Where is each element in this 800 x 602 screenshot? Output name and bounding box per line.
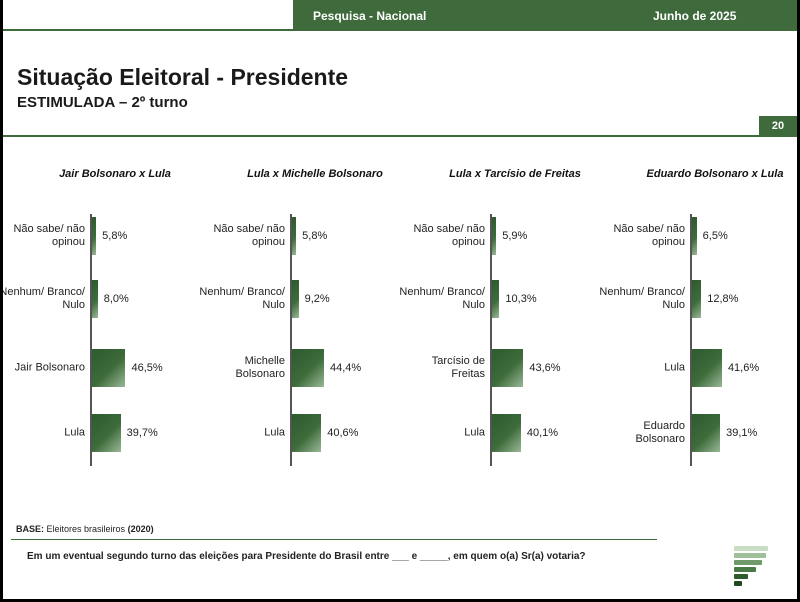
bar-value-label: 40,1%: [526, 427, 559, 439]
base-year: (2020): [127, 524, 154, 534]
bar-value-label: 5,8%: [102, 230, 128, 242]
bar: [92, 280, 98, 318]
bar-value-label: 46,5%: [131, 362, 163, 374]
chart-title: Lula x Michelle Bolsonaro: [247, 168, 383, 180]
category-label: Não sabe/ não opinou: [213, 223, 285, 248]
survey-label: Pesquisa - Nacional: [313, 9, 427, 23]
chart-axis: [490, 214, 492, 466]
bar: [292, 349, 324, 387]
bar-value-label: 10,3%: [505, 293, 537, 305]
chart-title: Jair Bolsonaro x Lula: [59, 168, 171, 180]
category-label: Jair Bolsonaro: [14, 361, 85, 374]
header-bar: Pesquisa - Nacional Junho de 2025: [293, 0, 797, 29]
base-label: BASE:: [16, 524, 45, 534]
bar-value-label: 44,4%: [329, 362, 362, 374]
category-label: Lula: [64, 426, 85, 439]
chart-axis: [690, 214, 692, 466]
footer-divider: [11, 539, 657, 540]
survey-date: Junho de 2025: [653, 9, 737, 23]
bar-value-label: 8,0%: [103, 293, 129, 305]
bar: [692, 349, 722, 387]
category-label: Não sabe/ não opinou: [13, 223, 85, 248]
chart-panel: Jair Bolsonaro x Lula Não sabe/ não opino…: [3, 160, 215, 480]
bar-value-label: 12,8%: [707, 293, 739, 305]
chart-panel: Lula x Tarcísio de Freitas Não sabe/ não …: [399, 160, 615, 480]
bar-value-label: 40,6%: [327, 427, 359, 439]
chart-title: Lula x Tarcísio de Freitas: [449, 168, 581, 180]
category-label: Michelle Bolsonaro: [235, 355, 285, 380]
bar: [492, 217, 497, 255]
chart-title: Eduardo Bolsonaro x Lula: [646, 168, 784, 180]
bar-value-label: 41,6%: [727, 362, 760, 374]
category-label: Nenhum/ Branco/ Nulo: [599, 286, 685, 311]
page-title: Situação Eleitoral - Presidente: [17, 64, 349, 90]
category-label: Lula: [664, 361, 685, 374]
page-subtitle: ESTIMULADA – 2º turno: [17, 94, 188, 111]
bar: [492, 414, 521, 452]
bar: [692, 280, 702, 318]
category-label: Não sabe/ não opinou: [413, 223, 485, 248]
bar-value-label: 39,7%: [126, 427, 158, 439]
chart-panel: Lula x Michelle Bolsonaro Não sabe/ não o…: [199, 160, 415, 480]
bar: [92, 414, 121, 452]
chart-axis: [290, 214, 292, 466]
slide: Pesquisa - Nacional Junho de 2025 Situaç…: [3, 0, 797, 599]
bar-value-label: 39,1%: [726, 427, 758, 439]
category-label: Não sabe/ não opinou: [613, 223, 685, 248]
category-label: Tarcísio de Freitas: [431, 355, 485, 380]
bar-value-label: 9,2%: [304, 293, 330, 305]
chart-axis: [90, 214, 92, 466]
bar-value-label: 43,6%: [529, 362, 561, 374]
bar: [492, 280, 500, 318]
category-label: Lula: [264, 426, 285, 439]
header-divider: [3, 29, 797, 31]
category-label: Lula: [464, 426, 485, 439]
bar-value-label: 6,5%: [702, 230, 728, 242]
category-label: Nenhum/ Branco/ Nulo: [199, 286, 285, 311]
bar: [292, 280, 299, 318]
bar-value-label: 5,8%: [302, 230, 328, 242]
category-label: Nenhum/ Branco/ Nulo: [399, 286, 485, 311]
bar: [92, 217, 97, 255]
bar: [92, 349, 126, 387]
bar: [692, 414, 721, 452]
company-logo: [734, 546, 768, 586]
bar: [692, 217, 697, 255]
bar: [492, 349, 524, 387]
page-number-badge: 20: [759, 116, 797, 137]
base-text: Eleitores brasileiros: [46, 524, 126, 534]
title-divider: [3, 135, 797, 137]
category-label: Eduardo Bolsonaro: [635, 420, 685, 445]
category-label: Nenhum/ Branco/ Nulo: [3, 286, 85, 311]
chart-panel: Eduardo Bolsonaro x Lula Não sabe/ não op…: [599, 160, 797, 480]
bar-value-label: 5,9%: [502, 230, 528, 242]
survey-question: Em um eventual segundo turno das eleiçõe…: [27, 551, 586, 562]
bar: [292, 414, 322, 452]
bar: [292, 217, 297, 255]
base-note: BASE: Eleitores brasileiros (2020): [16, 524, 154, 534]
